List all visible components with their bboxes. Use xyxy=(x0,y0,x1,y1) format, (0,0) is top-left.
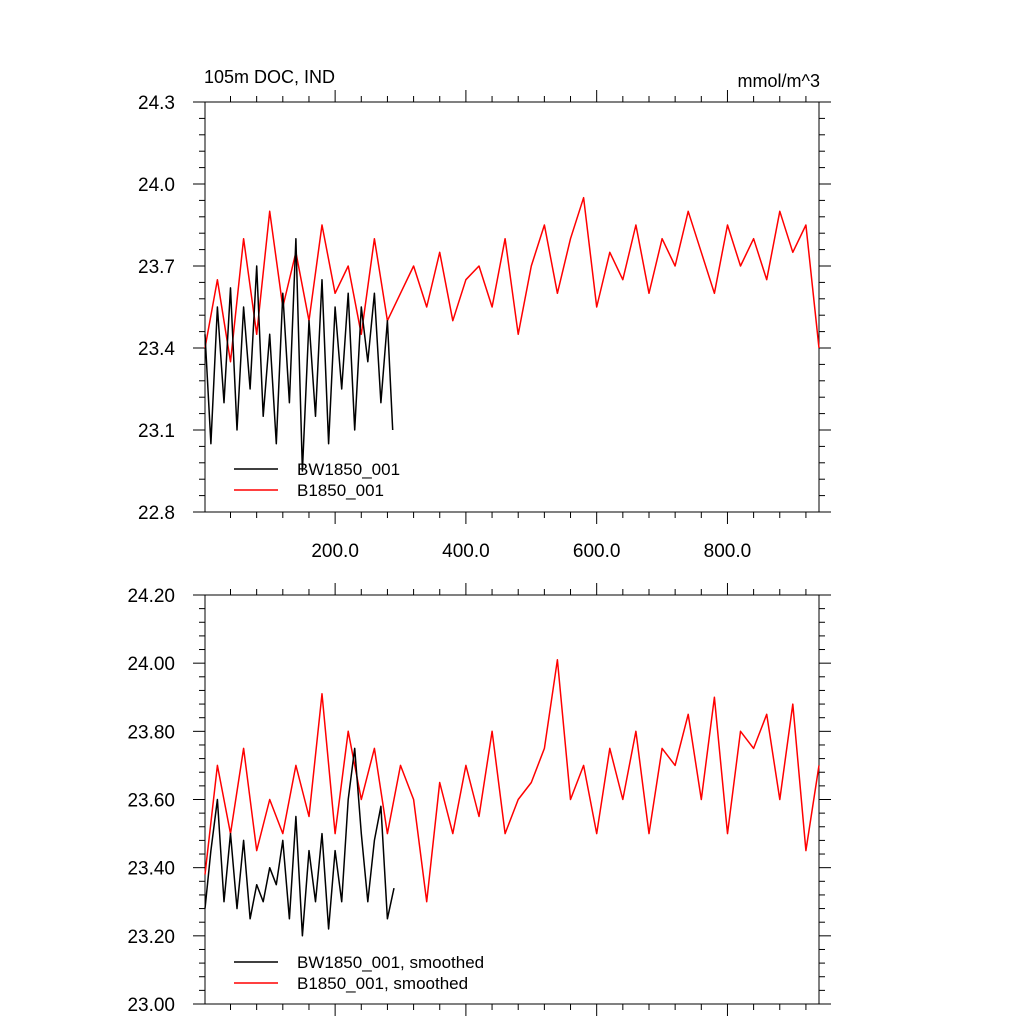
top-ytick-label: 22.8 xyxy=(138,503,175,524)
bottom-series-line-1 xyxy=(204,659,820,903)
top-ytick-label: 23.7 xyxy=(138,257,175,278)
bottom-ytick-label: 24.00 xyxy=(127,654,175,675)
top-plot-frame xyxy=(204,101,820,513)
bottom-plot-frame xyxy=(204,594,820,1005)
top-ytick-label: 23.1 xyxy=(138,421,175,442)
top-xtick-label: 200.0 xyxy=(311,541,359,562)
top-series-line-0 xyxy=(204,237,394,472)
top-xtick-label: 400.0 xyxy=(442,541,490,562)
top-ytick-label: 23.4 xyxy=(138,339,175,360)
units-label: mmol/m^3 xyxy=(738,71,820,91)
bottom-panel: 23.00 23.20 23.40 23.60 23.80 24.00 24.20 BW185… xyxy=(127,583,831,1016)
top-panel: 22.8 23.1 23.4 23.7 24.0 24.3 200.0 400.0 600.0 8… xyxy=(138,90,831,562)
top-legend-label-1: B1850_001 xyxy=(297,481,384,500)
top-series-line-1 xyxy=(204,196,820,363)
top-xtick-label: 800.0 xyxy=(704,541,752,562)
bottom-ytick-label: 23.40 xyxy=(127,859,175,880)
bottom-ytick-label: 23.00 xyxy=(127,995,175,1016)
top-ytick-label: 24.0 xyxy=(138,175,175,196)
top-xtick-label: 600.0 xyxy=(573,541,621,562)
bottom-ytick-label: 23.60 xyxy=(127,791,175,812)
bottom-series-line-0 xyxy=(204,747,395,937)
chart-title: 105m DOC, IND xyxy=(204,67,335,87)
bottom-legend-label-1: B1850_001, smoothed xyxy=(297,974,468,993)
top-ytick-label: 24.3 xyxy=(138,93,175,114)
bottom-ytick-label: 23.20 xyxy=(127,927,175,948)
bottom-legend-label-0: BW1850_001, smoothed xyxy=(297,953,484,972)
bottom-ytick-label: 24.20 xyxy=(127,586,175,607)
bottom-ytick-label: 23.80 xyxy=(127,722,175,743)
top-legend-label-0: BW1850_001 xyxy=(297,460,400,479)
